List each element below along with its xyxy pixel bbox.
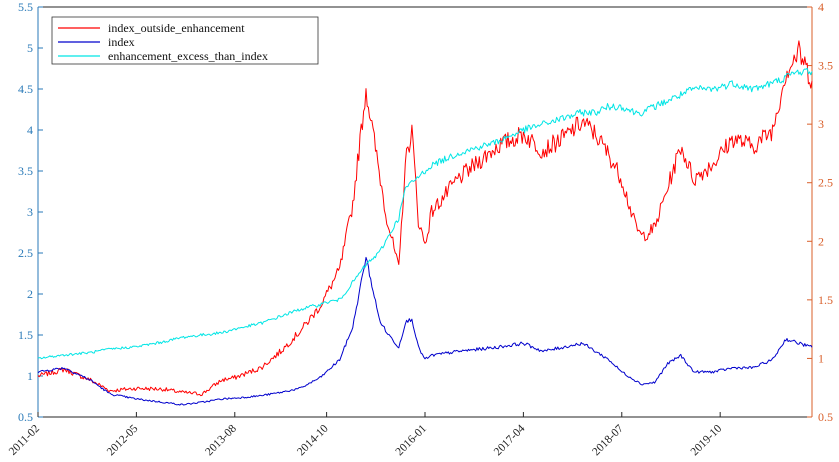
y-left-tick-label: 1.5	[18, 328, 33, 342]
y-left-tick-label: 5	[27, 41, 33, 55]
y-right-tick-label: 3	[818, 117, 824, 131]
y-right-tick-label: 1	[818, 351, 824, 365]
y-left-tick-label: 1	[27, 369, 33, 383]
y-right-tick-label: 2	[818, 234, 824, 248]
series-line-enhancement_excess_than_index	[37, 67, 813, 360]
y-right-tick-label: 4	[818, 0, 824, 14]
series-line-index	[37, 256, 813, 406]
series-line-index_outside_enhancement	[37, 40, 813, 397]
y-right-tick-label: 0.5	[818, 410, 833, 424]
x-tick-label: 2014-10	[295, 422, 331, 458]
legend-label: enhancement_excess_than_index	[108, 49, 268, 63]
x-tick-label: 2018-07	[590, 422, 626, 458]
y-left-tick-label: 4	[27, 123, 33, 137]
x-tick-label: 2019-10	[689, 422, 725, 458]
x-tick-label: 2017-04	[492, 422, 528, 458]
y-left-tick-label: 3.5	[18, 164, 33, 178]
x-tick-label: 2012-05	[105, 422, 141, 458]
legend-label: index	[108, 35, 135, 49]
x-tick-label: 2011-02	[7, 422, 42, 457]
y-right-tick-label: 1.5	[818, 293, 833, 307]
y-left-tick-label: 2.5	[18, 246, 33, 260]
y-left-tick-label: 3	[27, 205, 33, 219]
x-tick-label: 2013-08	[203, 422, 239, 458]
legend-label: index_outside_enhancement	[108, 21, 245, 35]
y-left-tick-label: 2	[27, 287, 33, 301]
y-left-tick-label: 0.5	[18, 410, 33, 424]
legend: index_outside_enhancementindexenhancemen…	[51, 16, 319, 65]
y-right-tick-label: 3.5	[818, 59, 833, 73]
x-tick-label: 2016-01	[394, 422, 430, 458]
y-left-tick-label: 4.5	[18, 82, 33, 96]
y-left-tick-label: 5.5	[18, 0, 33, 14]
y-right-tick-label: 2.5	[818, 176, 833, 190]
series-layer	[37, 40, 813, 406]
